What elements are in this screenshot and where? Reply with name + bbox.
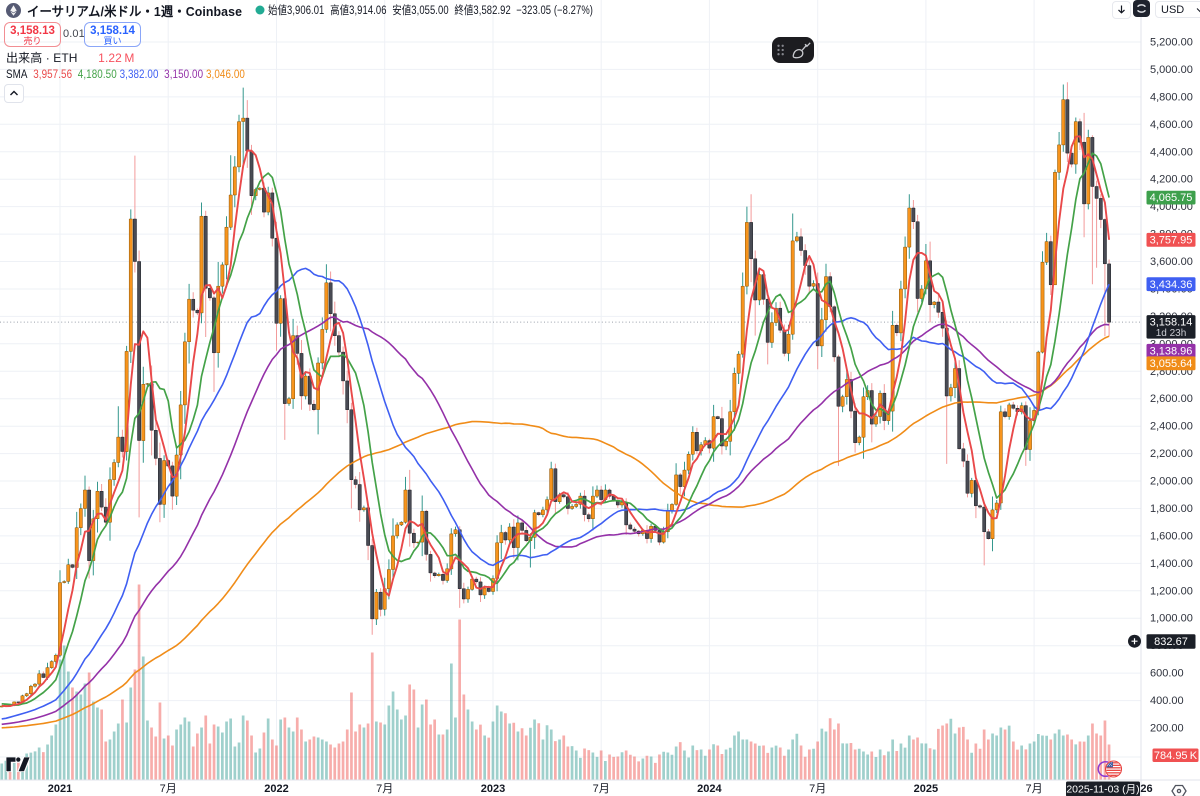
- svg-text:2,200.00: 2,200.00: [1150, 448, 1193, 460]
- svg-text:3,434.36: 3,434.36: [1150, 279, 1193, 291]
- svg-text:2025-11-03 (月): 2025-11-03 (月): [1066, 784, 1139, 796]
- svg-text:600.00: 600.00: [1150, 668, 1184, 680]
- svg-text:1,600.00: 1,600.00: [1150, 530, 1193, 542]
- svg-text:7月: 7月: [1026, 783, 1043, 795]
- svg-text:200.00: 200.00: [1150, 723, 1184, 735]
- svg-text:3,138.96: 3,138.96: [1150, 345, 1193, 357]
- svg-text:4,200.00: 4,200.00: [1150, 174, 1193, 186]
- svg-text:4,800.00: 4,800.00: [1150, 91, 1193, 103]
- svg-text:3,158.14: 3,158.14: [1150, 317, 1193, 329]
- svg-text:2024: 2024: [697, 783, 722, 795]
- svg-text:4,065.75: 4,065.75: [1150, 192, 1193, 204]
- svg-text:5,200.00: 5,200.00: [1150, 37, 1193, 49]
- svg-text:1,400.00: 1,400.00: [1150, 558, 1193, 570]
- svg-text:7月: 7月: [593, 783, 610, 795]
- svg-text:7月: 7月: [376, 783, 393, 795]
- svg-text:7月: 7月: [809, 783, 826, 795]
- svg-text:2022: 2022: [264, 783, 288, 795]
- svg-text:784.95 K: 784.95 K: [1154, 750, 1198, 762]
- svg-text:1d 23h: 1d 23h: [1156, 328, 1187, 339]
- svg-text:3,757.95: 3,757.95: [1150, 234, 1193, 246]
- svg-text:1,200.00: 1,200.00: [1150, 585, 1193, 597]
- svg-text:832.67: 832.67: [1154, 636, 1188, 648]
- svg-text:400.00: 400.00: [1150, 695, 1184, 707]
- svg-text:2025: 2025: [914, 783, 938, 795]
- svg-text:3,600.00: 3,600.00: [1150, 256, 1193, 268]
- svg-text:1,800.00: 1,800.00: [1150, 503, 1193, 515]
- svg-text:5,000.00: 5,000.00: [1150, 64, 1193, 76]
- svg-text:4,400.00: 4,400.00: [1150, 146, 1193, 158]
- svg-text:1,000.00: 1,000.00: [1150, 613, 1193, 625]
- svg-text:2,600.00: 2,600.00: [1150, 393, 1193, 405]
- svg-text:2021: 2021: [48, 783, 72, 795]
- svg-text:26: 26: [1140, 783, 1152, 795]
- svg-text:2,400.00: 2,400.00: [1150, 421, 1193, 433]
- svg-text:7月: 7月: [160, 783, 177, 795]
- svg-text:3,055.64: 3,055.64: [1150, 358, 1193, 370]
- svg-text:4,600.00: 4,600.00: [1150, 119, 1193, 131]
- svg-text:2023: 2023: [481, 783, 505, 795]
- svg-text:2,000.00: 2,000.00: [1150, 476, 1193, 488]
